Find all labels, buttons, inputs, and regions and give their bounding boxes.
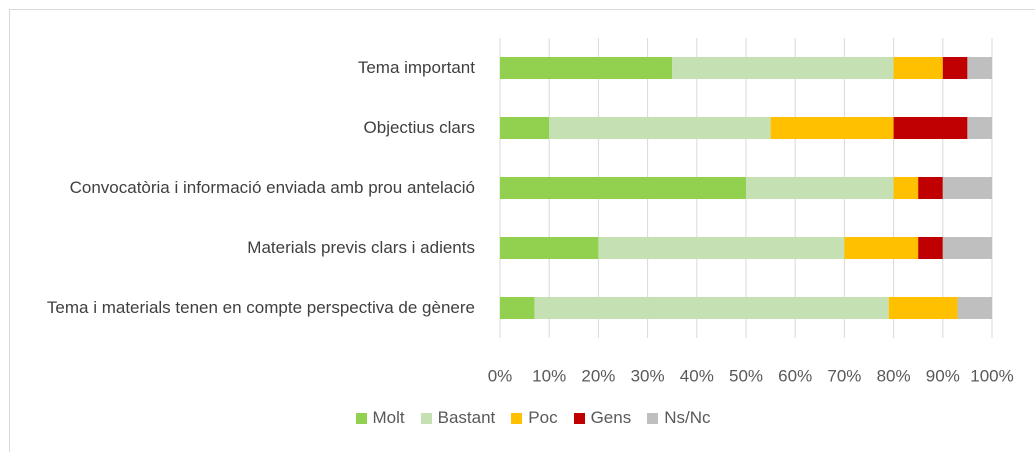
bar-segment (888, 297, 958, 319)
legend-item: Bastant (420, 408, 496, 428)
legend-swatch (355, 412, 367, 424)
legend-item: Gens (573, 408, 632, 428)
bar-segment (500, 297, 535, 319)
legend-label: Gens (590, 408, 632, 427)
bar-segment (918, 237, 943, 259)
bar-segment (500, 117, 550, 139)
bar-segment (549, 117, 771, 139)
legend-label: Poc (528, 408, 558, 427)
x-tick-label: 70% (827, 366, 861, 385)
legend-swatch (573, 412, 585, 424)
category-label: Tema i materials tenen en compte perspec… (46, 298, 475, 317)
bar-segment (844, 237, 919, 259)
bar-segment (942, 237, 992, 259)
x-tick-label: 10% (532, 366, 566, 385)
bar-segment (598, 237, 845, 259)
legend-label: Ns/Nc (664, 408, 711, 427)
bar-segment (957, 297, 992, 319)
x-tick-label: 30% (631, 366, 665, 385)
category-label: Objectius clars (363, 118, 475, 137)
x-tick-label: 20% (581, 366, 615, 385)
category-label-box: Objectius clars (364, 98, 475, 158)
legend: Molt Bastant Poc Gens Ns/Nc (10, 408, 1035, 428)
legend-swatch (420, 412, 432, 424)
legend-item: Ns/Nc (647, 408, 711, 428)
legend-item: Poc (511, 408, 558, 428)
legend-label: Molt (372, 408, 405, 427)
bar-segment (893, 57, 943, 79)
category-label: Materials previs clars i adients (247, 238, 475, 257)
bar-segment (918, 177, 943, 199)
category-label-box: Tema important (358, 38, 475, 98)
bar-segment (893, 177, 919, 199)
bar-segment (500, 237, 599, 259)
bar-segment (967, 57, 992, 79)
x-tick-label: 60% (778, 366, 812, 385)
bar-segment (770, 117, 894, 139)
bar-segment (942, 57, 968, 79)
bar-segment (967, 117, 992, 139)
x-tick-label: 90% (926, 366, 960, 385)
bar-segment (893, 117, 968, 139)
x-tick-label: 0% (488, 366, 513, 385)
x-tick-label: 80% (877, 366, 911, 385)
bar-segment (500, 57, 673, 79)
bar-segment (672, 57, 894, 79)
bar-segment (746, 177, 894, 199)
bar-segment (500, 177, 746, 199)
legend-swatch (647, 412, 659, 424)
chart-frame (9, 9, 1035, 452)
x-tick-label: 100% (970, 366, 1013, 385)
legend-item: Molt (355, 408, 405, 428)
category-label: Tema important (357, 58, 475, 77)
category-label-box: Materials previs clars i adients (247, 218, 475, 278)
legend-swatch (511, 412, 523, 424)
bar-segment (534, 297, 889, 319)
category-label: Convocatòria i informació enviada amb pr… (69, 178, 475, 197)
legend-label: Bastant (437, 408, 496, 427)
category-label-box: Convocatòria i informació enviada amb pr… (70, 158, 475, 218)
bar-segment (942, 177, 992, 199)
category-label-box: Tema i materials tenen en compte perspec… (47, 278, 475, 338)
x-tick-label: 40% (680, 366, 714, 385)
x-tick-label: 50% (729, 366, 763, 385)
